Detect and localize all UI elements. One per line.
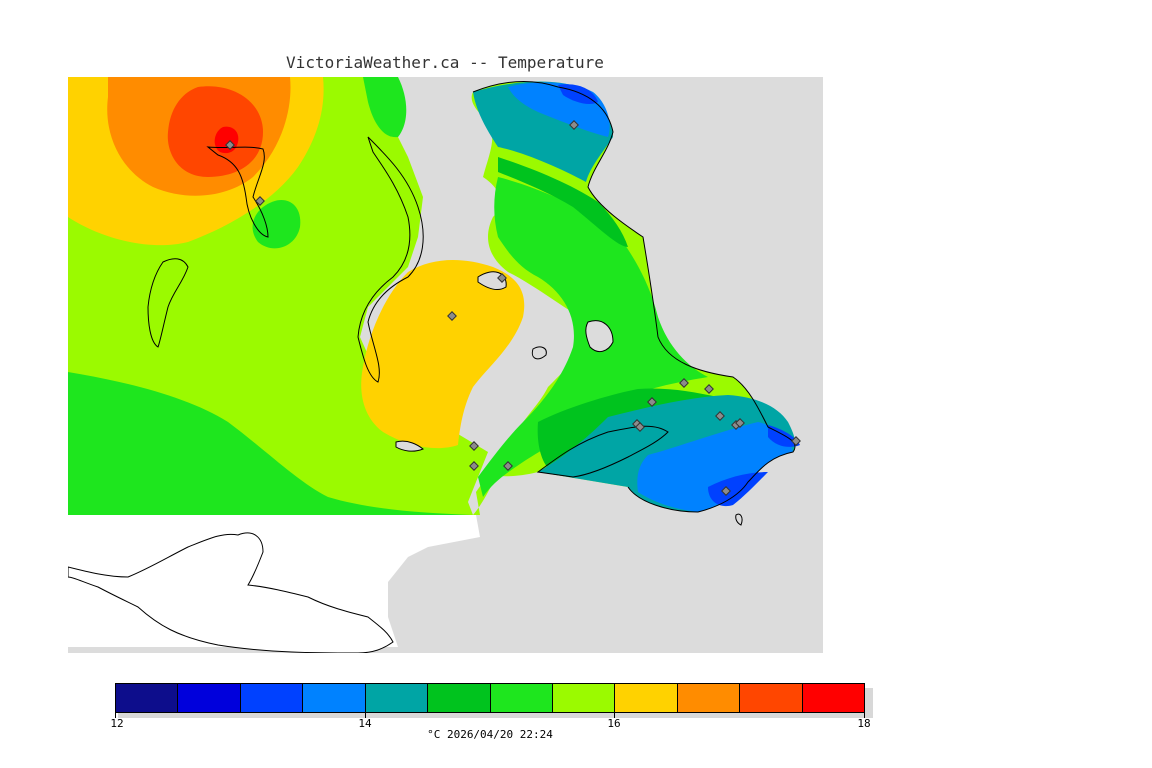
tick-mark — [115, 713, 116, 718]
colorbar-cell-10 — [740, 684, 803, 712]
tick-label: 16 — [607, 717, 621, 730]
colorbar-caption: °C 2026/04/20 22:24 — [427, 728, 553, 741]
contour-blue-se — [708, 472, 768, 507]
tick-label: 18 — [857, 717, 871, 730]
tick-mark — [864, 713, 865, 718]
contour-darkgreen-east — [498, 157, 628, 247]
colorbar-cell-8 — [615, 684, 678, 712]
contour-yellow-center — [361, 260, 525, 449]
contour-redorange-nw — [167, 86, 263, 177]
coastline-harbour — [536, 425, 669, 478]
tick-mark — [365, 713, 366, 718]
colorbar — [115, 683, 865, 715]
colorbar-cell-6 — [490, 684, 553, 712]
coastline-inlet — [206, 146, 269, 238]
coastline-saanich-west — [357, 136, 424, 383]
contour-green-north — [363, 77, 407, 138]
colorbar-cell-11 — [802, 684, 865, 712]
colorbar-cell-2 — [240, 684, 304, 712]
coastline-lake — [585, 320, 614, 353]
colorbar-cell-7 — [552, 684, 616, 712]
coastline-small-strip — [395, 440, 424, 452]
tick-label: 12 — [110, 717, 124, 730]
tick-mark — [614, 713, 615, 718]
land-olympic — [68, 532, 394, 653]
station-markers — [225, 120, 801, 496]
tick-label: 14 — [358, 717, 372, 730]
coastline-se-islet — [735, 513, 743, 526]
colorbar-cell-1 — [178, 684, 241, 712]
colorbar-cell-9 — [677, 684, 741, 712]
colorbar-cells — [115, 683, 865, 713]
coastline-island-west — [147, 258, 189, 348]
coastline-east — [472, 81, 796, 513]
colorbar-cell-0 — [116, 684, 179, 712]
map-title: VictoriaWeather.ca -- Temperature — [286, 53, 604, 72]
temperature-map — [68, 77, 823, 653]
colorbar-cell-5 — [428, 684, 491, 712]
contour-green-sw — [68, 372, 473, 515]
colorbar-cell-4 — [365, 684, 429, 712]
contour-lightblue-se — [637, 422, 793, 512]
colorbar-cell-3 — [303, 684, 366, 712]
coastline-small-island — [531, 346, 547, 360]
